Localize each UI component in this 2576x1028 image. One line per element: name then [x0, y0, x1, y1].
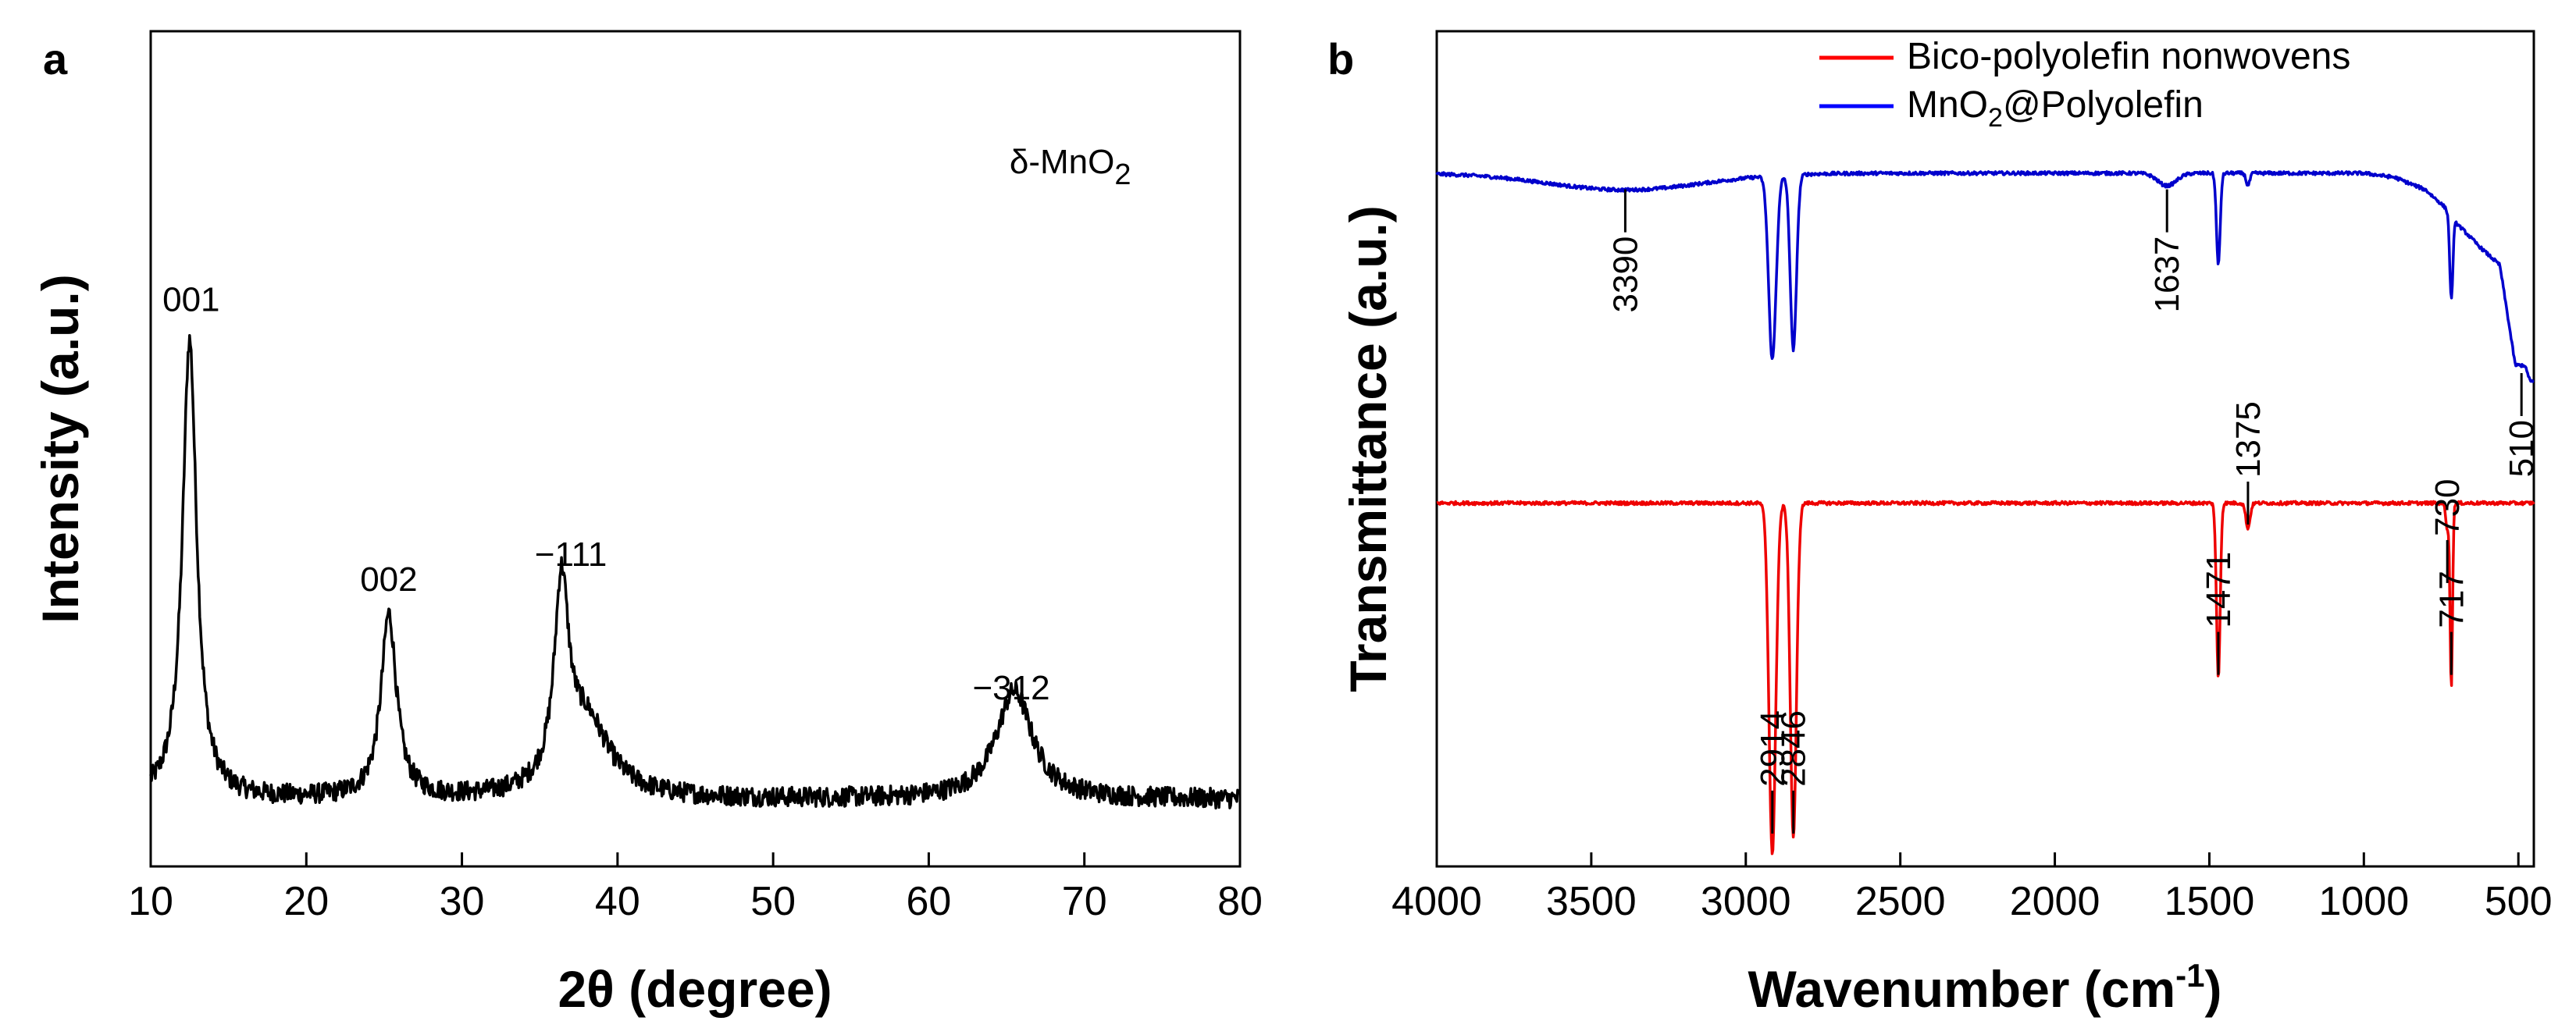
panel-b-annotation-label: 3390 — [1606, 237, 1644, 313]
panel-b-x-axis-title: Wavenumber (cm-1) — [1748, 957, 2221, 1018]
legend-entry-2: MnO2@Polyolefin — [1907, 84, 2204, 133]
panel-b-x-tick-label: 1000 — [2318, 879, 2409, 924]
panel-a-annotation: −111 — [535, 535, 607, 574]
panel-b-annotation-label: 2846 — [1775, 710, 1813, 787]
panel-b-annotation-label: 717 — [2432, 571, 2471, 628]
panel-a-annotation: 001 — [162, 280, 219, 318]
legend-entry-subscript: 2 — [1988, 103, 2003, 133]
panel-a-annotation: 002 — [360, 560, 417, 599]
panel-b-x-tick-label: 1500 — [2164, 879, 2255, 924]
panel-a-x-tick-label: 80 — [1217, 879, 1263, 924]
panel-a-x-tick-label: 50 — [750, 879, 796, 924]
panel-a-x-tick-label: 30 — [440, 879, 485, 924]
panel-a-plot-frame — [149, 30, 1242, 868]
panel-a-annotation-subscript: 2 — [1114, 158, 1131, 191]
panel-b-annotation-label: 1471 — [2200, 552, 2238, 628]
panel-b-x-ticks: 4000 3500 3000 2500 2000 1500 1000 500 — [1391, 852, 2553, 924]
panel-a-annotation-text: −111 — [535, 535, 607, 574]
panel-a-x-tick-label: 70 — [1062, 879, 1107, 924]
panel-a-annotation-text: δ-MnO — [1010, 143, 1115, 181]
panel-a-x-tick-label: 60 — [907, 879, 952, 924]
legend-entry-text: MnO — [1907, 84, 1988, 126]
legend-entry-text: Bico-polyolefin nonwovens — [1907, 36, 2350, 77]
panel-b-series-line-1 — [1435, 170, 2535, 384]
panel-a-annotation: δ-MnO2 — [1010, 143, 1131, 191]
panel-a-series — [149, 334, 1241, 810]
panel-b-x-tick-label: 500 — [2485, 879, 2553, 924]
panel-a-series-line-1 — [149, 334, 1241, 810]
panel-a-y-axis-title: Intensity (a.u.) — [31, 274, 89, 623]
panel-b-x-axis-title-main: Wavenumber (cm — [1748, 960, 2175, 1018]
panel-b-x-tick-label: 3500 — [1546, 879, 1637, 924]
panel-b-annotation-label: 730 — [2428, 478, 2467, 535]
panel-b-x-tick-label: 3000 — [1701, 879, 1791, 924]
panel-a-x-tick-label: 10 — [128, 879, 173, 924]
panel-a-x-axis-title: 2θ (degree) — [558, 960, 832, 1018]
panel-a-annotation-text: 002 — [360, 560, 417, 599]
panel-b-plot-frame — [1435, 30, 2535, 868]
panel-b-annotation-label: 1375 — [2229, 401, 2268, 478]
panel-a-label: a — [43, 34, 68, 84]
panel-a-annotation: −312 — [972, 669, 1049, 707]
panel-b-legend: Bico-polyolefin nonwovens MnO2@Polyolefin — [1819, 36, 2350, 133]
panel-b-x-axis-title-end: ) — [2205, 960, 2222, 1018]
panel-a-annotation-text: 001 — [162, 280, 219, 318]
panel-b-x-axis-title-sup: -1 — [2175, 957, 2204, 994]
panel-b-x-tick-label: 2500 — [1855, 879, 1946, 924]
panel-b-label: b — [1327, 34, 1354, 84]
panel-a-x-tick-label: 40 — [595, 879, 640, 924]
panel-b-annotation-label: 510 — [2503, 420, 2541, 477]
panel-a-annotation-text: −312 — [972, 669, 1049, 707]
legend-entry-1: Bico-polyolefin nonwovens — [1907, 36, 2350, 77]
panel-b-y-axis-title: Transmittance (a.u.) — [1339, 205, 1397, 692]
panel-b-ftir-chart: b 4000 3500 3000 2500 2000 1500 1000 500 3390 16… — [1327, 30, 2553, 1018]
panel-b-series — [1435, 170, 2535, 855]
panel-b-x-tick-label: 4000 — [1391, 879, 1482, 924]
legend-entry-tail: @Polyolefin — [2003, 84, 2204, 126]
panel-a-x-tick-label: 20 — [283, 879, 329, 924]
panel-b-x-tick-label: 2000 — [2010, 879, 2100, 924]
panel-a-xrd-chart: a 10 20 30 40 50 60 70 80 δ-MnO2001002−111−312 … — [31, 30, 1263, 1018]
panel-a-x-ticks: 10 20 30 40 50 60 70 80 — [128, 852, 1263, 924]
panel-b-series-line-2 — [1436, 500, 2535, 855]
panel-a-annotations: δ-MnO2 001 002 −111 −312 — [162, 143, 1131, 707]
panel-b-annotation-label: 2914 — [1754, 710, 1792, 787]
panel-b-annotation-label: 1637 — [2148, 237, 2186, 313]
